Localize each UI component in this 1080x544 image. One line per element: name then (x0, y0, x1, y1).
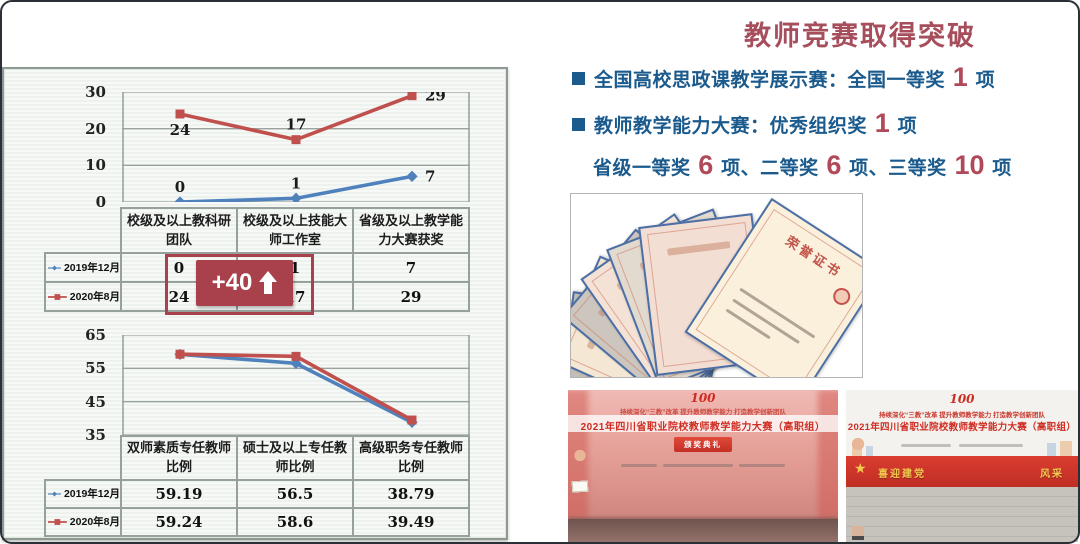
legend-series-name: 2019年12月 (63, 488, 120, 501)
banner-text-left: 喜迎建党 (878, 469, 926, 480)
up-arrow-icon (259, 271, 278, 295)
bullet-text: 项 (891, 116, 918, 137)
bullet-square-icon (572, 72, 585, 85)
bullet-text: 全国高校思政课教学展示赛：全国一等奖 (594, 70, 951, 91)
person (846, 450, 869, 526)
svg-text:17: 17 (286, 116, 307, 134)
bullet-text: 项、二等奖 (715, 158, 825, 179)
anniversary-100-logo: 100 (949, 392, 975, 406)
bullet-text: 教师教学能力大赛：优秀组织奖 (594, 116, 873, 137)
charts-panel: 30 20 10 0 0 1 7 24 17 29 校级及以上教科研团队 校级及以上技能大师工作室… (2, 67, 508, 540)
line-chart-svg (122, 334, 470, 436)
table-header-cell: 高级职务专任教师比例 (352, 435, 470, 481)
bullet-square-icon (572, 118, 585, 131)
skyline-graphic (846, 440, 1078, 456)
table-value-cell: 56.5 (236, 478, 354, 509)
y-axis-tick-label: 20 (85, 119, 106, 138)
table-header-cell: 省级及以上教学能力大赛获奖 (352, 207, 470, 254)
organizers-line (846, 434, 1078, 452)
table-value-cell: 59.19 (120, 478, 238, 509)
anniversary-100-logo: 100 (690, 391, 716, 405)
table-corner-blank (45, 208, 121, 253)
svg-text:1: 1 (291, 174, 301, 192)
certificates-image: 荣誉证书 (570, 193, 863, 378)
legend-cell: 2019年12月 (44, 478, 122, 509)
highlight-outline (165, 254, 314, 315)
table-header-cell: 硕士及以上专任教师比例 (236, 435, 354, 481)
y-axis-tick-label: 55 (85, 359, 106, 378)
y-axis-tick-label: 35 (85, 426, 106, 444)
award-count: 6 (698, 150, 714, 180)
legend-series-name: 2019年12月 (63, 262, 120, 274)
person (568, 461, 592, 521)
photo1-banner-title: 2021年四川省职业院校教师教学能力大赛（高职组） (580, 422, 826, 433)
table-value-cell: 38.79 (352, 478, 470, 509)
table-value-cell: 59.24 (120, 506, 238, 537)
bullet-text: 省级一等奖 (593, 158, 697, 179)
bullet-provincial-awards: 省级一等奖 6 项、二等奖 6 项、三等奖 10 项 (572, 150, 1077, 181)
y-axis-tick-label: 65 (85, 326, 106, 344)
legend-square-marker-icon (48, 518, 67, 525)
legend-diamond-marker-icon (48, 265, 61, 270)
red-banner: ★ 喜迎建党 风采 (846, 456, 1078, 488)
table-header-cell: 双师素质专任教师比例 (120, 435, 238, 481)
table-corner-blank (45, 436, 121, 480)
y-axis-chart2: 65 55 45 35 (64, 326, 114, 444)
legend-series-name: 2020年8月 (69, 291, 120, 303)
legend-cell: 2020年8月 (44, 281, 122, 312)
y-axis-chart1: 30 20 10 0 (64, 83, 114, 211)
legend-diamond-marker-icon (48, 491, 61, 497)
legend-series-name: 2020年8月 (69, 516, 120, 529)
photo2-banner-title: 2021年四川省职业院校教师教学能力大赛（高职组） (847, 422, 1077, 433)
photo1-tagline: 持续深化“三教”改革 提升教师教学能力 打造教学创新团队 (619, 409, 787, 416)
slide-title: 教师竞赛取得突破 (744, 21, 976, 51)
table-value-cell: 58.6 (236, 506, 354, 537)
y-axis-tick-label: 30 (85, 83, 106, 101)
increase-label: +40 (211, 269, 253, 296)
award-count: 6 (826, 150, 842, 180)
line-chart-teacher-ratios (122, 334, 470, 436)
legend-cell: 2020年8月 (44, 506, 122, 537)
banner-text-right: 风采 (1040, 469, 1064, 480)
y-axis-tick-label: 10 (85, 156, 106, 175)
legend-square-marker-icon (48, 293, 67, 300)
table-header-cell: 校级及以上教科研团队 (120, 207, 238, 254)
table-value-cell: 7 (352, 252, 470, 283)
organizers-line (568, 454, 838, 472)
banner-band (568, 415, 838, 432)
table-value-cell: 29 (352, 281, 470, 312)
award-count: 1 (874, 108, 890, 138)
table-header-cell: 校级及以上技能大师工作室 (236, 207, 354, 254)
line-chart-awards: 0 1 7 24 17 29 (122, 87, 470, 208)
photo2-tagline: 持续深化“三教”改革 提升教师教学能力 打造教学创新团队 (878, 412, 1046, 419)
bullet-text: 项 (969, 70, 996, 91)
legend-cell: 2019年12月 (44, 252, 122, 283)
photo-team-outdoor: 100 持续深化“三教”改革 提升教师教学能力 打造教学创新团队 2021年四川… (846, 390, 1078, 542)
increase-callout: +40 (196, 260, 293, 306)
y-axis-tick-label: 0 (95, 193, 106, 211)
bullet-national-award: 全国高校思政课教学展示赛：全国一等奖 1 项 (572, 62, 1077, 93)
y-axis-tick-label: 45 (85, 392, 106, 411)
photo-award-ceremony: 100 持续深化“三教”改革 提升教师教学能力 打造教学创新团队 2021年四川… (568, 390, 838, 542)
award-count: 10 (954, 150, 985, 180)
svg-text:0: 0 (175, 178, 185, 196)
bullet-text: 项 (986, 158, 1012, 179)
bullet-text: 项、三等奖 (843, 158, 953, 179)
bullet-org-award: 教师教学能力大赛：优秀组织奖 1 项 (572, 108, 1077, 139)
award-count: 1 (952, 62, 968, 92)
ceremony-badge: 颁奖典礼 (674, 437, 732, 452)
table-value-cell: 39.49 (352, 506, 470, 537)
data-table-awards: 校级及以上教科研团队 校级及以上技能大师工作室 省级及以上教学能力大赛获奖 2019年… (44, 207, 470, 312)
svg-text:24: 24 (170, 121, 191, 139)
stage-floor (568, 519, 838, 542)
certificate-title: 荣誉证书 (782, 233, 845, 281)
pavement (846, 487, 1078, 542)
svg-text:29: 29 (425, 92, 446, 105)
data-table-teacher-ratios: 双师素质专任教师比例 硕士及以上专任教师比例 高级职务专任教师比例 2019年12月 5… (44, 435, 470, 537)
svg-text:7: 7 (425, 167, 435, 185)
